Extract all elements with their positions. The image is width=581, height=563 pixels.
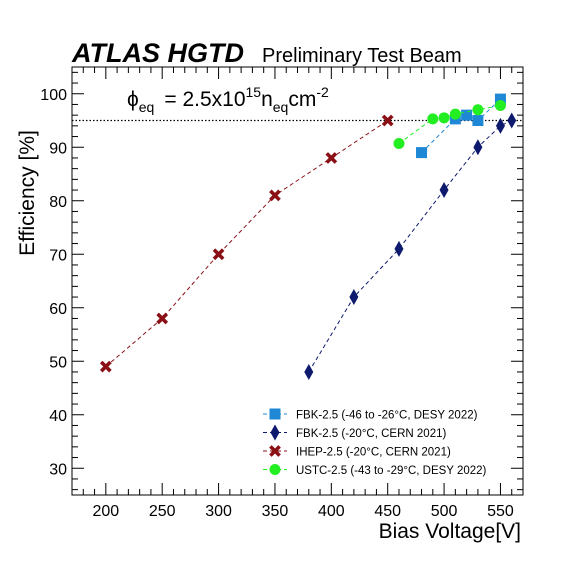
- data-point: [494, 93, 506, 105]
- legend-marker: [269, 445, 281, 457]
- series-2: [304, 112, 517, 380]
- cm-exponent: -2: [316, 84, 329, 100]
- x-tick-label: 250: [149, 503, 176, 520]
- data-point: [325, 152, 338, 164]
- legend-entry: IHEP-2.5 (-20°C, CERN 2021): [263, 445, 451, 459]
- y-tick-label: 90: [49, 140, 67, 157]
- y-tick-label: 30: [49, 461, 67, 478]
- data-point: [269, 189, 281, 202]
- data-point: [495, 117, 505, 134]
- y-tick-label: 50: [49, 354, 67, 371]
- y-tick-label: 70: [49, 247, 67, 264]
- data-point: [394, 240, 404, 257]
- series-4: [393, 100, 506, 150]
- x-tick-label: 200: [92, 503, 119, 520]
- legend-label: IHEP-2.5 (-20°C, CERN 2021): [296, 447, 451, 459]
- n-symbol: n: [261, 88, 273, 111]
- data-point: [99, 360, 112, 373]
- fluence-annotation: ϕeq = 2.5x1015neqcm-2: [127, 84, 329, 115]
- y-tick-label: 80: [49, 194, 67, 211]
- series-group: [99, 93, 517, 380]
- phi-symbol: ϕ: [127, 88, 139, 111]
- series-3: [99, 114, 394, 373]
- data-point: [349, 289, 359, 306]
- x-tick-label: 300: [205, 503, 232, 520]
- series-line: [398, 105, 501, 144]
- data-point: [416, 147, 428, 159]
- data-point: [472, 104, 484, 116]
- experiment-label: ATLAS HGTD: [71, 38, 244, 68]
- fluence-exponent: 15: [246, 84, 262, 100]
- legend-marker: [269, 464, 281, 475]
- y-tick-label: 100: [40, 87, 67, 104]
- legend-label: FBK-2.5 (-46 to -26°C, DESY 2022): [296, 410, 478, 422]
- legend-label: USTC-2.5 (-43 to -29°C, DESY 2022): [296, 465, 487, 477]
- legend-label: FBK-2.5 (-20°C, CERN 2021): [296, 428, 446, 440]
- data-point: [212, 248, 225, 261]
- legend-entry: FBK-2.5 (-46 to -26°C, DESY 2022): [263, 408, 478, 422]
- axis-ticks: 200 250 300 350 400 450 500 550 30 40 50 60 70 80 90 10…: [40, 67, 524, 520]
- x-axis-label: Bias Voltage[V]: [379, 520, 521, 543]
- x-tick-label: 550: [487, 503, 514, 520]
- series-1: [416, 93, 506, 159]
- series-line: [421, 98, 501, 153]
- data-point: [461, 109, 473, 121]
- cm-unit: cm: [288, 88, 316, 111]
- data-point: [494, 100, 506, 112]
- data-point: [381, 114, 394, 127]
- y-tick-label: 60: [49, 301, 67, 318]
- data-point: [304, 363, 314, 380]
- data-point: [449, 108, 461, 120]
- data-point: [427, 113, 439, 125]
- x-tick-label: 350: [262, 503, 289, 520]
- series-line: [105, 120, 388, 367]
- legend-marker: [269, 408, 281, 420]
- data-point: [393, 138, 405, 150]
- y-axis-label: Efficiency [%]: [16, 130, 39, 256]
- data-point: [473, 139, 483, 156]
- data-point: [439, 182, 449, 199]
- status-label: Preliminary Test Beam: [262, 45, 462, 67]
- data-point: [472, 115, 484, 126]
- n-subscript: eq: [273, 99, 289, 115]
- data-point: [507, 112, 517, 129]
- data-point: [156, 312, 169, 325]
- x-tick-label: 450: [374, 503, 401, 520]
- y-tick-label: 40: [49, 408, 67, 425]
- legend-marker: [270, 424, 280, 441]
- legend-entry: USTC-2.5 (-43 to -29°C, DESY 2022): [263, 464, 487, 477]
- series-line: [308, 120, 512, 373]
- legend: FBK-2.5 (-46 to -26°C, DESY 2022) FBK-2.5…: [263, 408, 487, 477]
- x-tick-label: 500: [431, 503, 458, 520]
- phi-subscript: eq: [139, 99, 155, 115]
- legend-entry: FBK-2.5 (-20°C, CERN 2021): [263, 424, 446, 441]
- fluence-value: = 2.5x10: [164, 88, 245, 111]
- data-point: [438, 112, 450, 124]
- x-tick-label: 400: [318, 503, 345, 520]
